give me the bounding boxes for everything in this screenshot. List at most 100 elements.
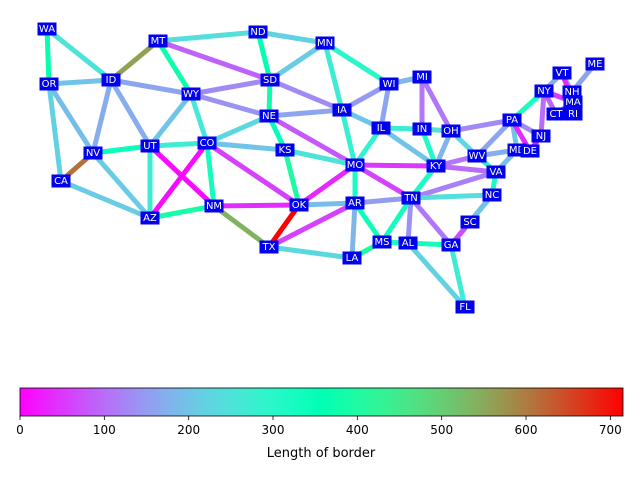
- edge-KS-OK: [282, 149, 302, 206]
- node-box: [379, 77, 399, 91]
- node-box: [412, 122, 432, 136]
- node-label: SD: [263, 75, 277, 86]
- edge-NM-OK: [213, 202, 300, 209]
- node-box: [563, 107, 583, 121]
- node-label: OK: [292, 200, 307, 211]
- node-box: [148, 34, 168, 48]
- node-box: [372, 235, 392, 249]
- node-label: KY: [430, 161, 443, 172]
- node-box: [204, 199, 224, 213]
- edge-TN-GA: [409, 196, 453, 247]
- node-label: DE: [523, 146, 537, 157]
- node-box: [546, 107, 566, 121]
- edge-ID-NV: [90, 79, 114, 154]
- node-label: MS: [375, 237, 390, 248]
- node-GA: GA: [441, 238, 461, 252]
- edge-MO-KY: [354, 162, 437, 169]
- node-label: VT: [556, 68, 570, 79]
- node-label: GA: [444, 240, 459, 251]
- node-box: [398, 236, 418, 250]
- edge-ID-WY: [110, 77, 192, 97]
- node-label: NM: [206, 201, 222, 212]
- colorbar-label: Length of border: [267, 446, 376, 461]
- node-DE: DE: [520, 144, 540, 158]
- node-label: AZ: [143, 213, 157, 224]
- node-box: [426, 159, 446, 173]
- node-box: [315, 36, 335, 50]
- node-VT: VT: [552, 66, 572, 80]
- colorbar-ticks: 0 100 200 300 400 500 600 700: [16, 416, 622, 437]
- colorbar-gradient: [19, 387, 624, 417]
- colorbar-tick-label: 700: [599, 423, 622, 437]
- node-label: MD: [509, 145, 526, 156]
- node-label: WI: [383, 79, 396, 90]
- colorbar: 0 100 200 300 400 500 600 700 Length of border: [16, 387, 624, 461]
- node-LA: LA: [342, 251, 362, 265]
- node-label: NY: [537, 86, 551, 97]
- node-NE: NE: [259, 109, 279, 123]
- edge-ND-MN: [257, 29, 326, 46]
- node-box: [345, 158, 365, 172]
- node-UT: UT: [140, 139, 160, 153]
- node-label: NE: [262, 111, 276, 122]
- edge-KS-MO: [284, 147, 356, 168]
- node-label: RI: [568, 109, 578, 120]
- node-CT: CT: [546, 107, 566, 121]
- edge-AL-FL: [406, 241, 467, 309]
- node-box: [502, 113, 522, 127]
- edge-OK-MO: [297, 162, 357, 208]
- node-label: LA: [346, 253, 359, 264]
- edge-KY-VA: [435, 163, 497, 175]
- node-OR: OR: [39, 77, 59, 91]
- node-box: [259, 109, 279, 123]
- node-box: [534, 84, 554, 98]
- colorbar-tick-label: 300: [262, 423, 285, 437]
- node-RI: RI: [563, 107, 583, 121]
- node-KY: KY: [426, 159, 446, 173]
- node-NY: NY: [534, 84, 554, 98]
- node-label: UT: [143, 141, 157, 152]
- node-label: IA: [337, 105, 347, 116]
- node-ID: ID: [101, 73, 121, 87]
- edge-CO-OK: [205, 140, 301, 208]
- node-box: [342, 251, 362, 265]
- edge-WA-OR: [44, 28, 52, 85]
- node-label: MO: [347, 160, 364, 171]
- node-box: [260, 73, 280, 87]
- node-label: MT: [151, 36, 167, 47]
- node-SD: SD: [260, 73, 280, 87]
- edge-CO-NM: [204, 142, 217, 207]
- node-MA: MA: [563, 95, 583, 109]
- edge-MN-WI: [323, 40, 391, 87]
- node-label: OR: [42, 79, 57, 90]
- node-box: [140, 211, 160, 225]
- node-box: [371, 121, 391, 135]
- node-KS: KS: [275, 143, 295, 157]
- node-label: TX: [262, 242, 276, 253]
- node-label: PA: [506, 115, 518, 126]
- node-label: MN: [317, 38, 333, 49]
- node-box: [460, 215, 480, 229]
- node-label: AL: [402, 238, 415, 249]
- node-label: MA: [565, 97, 581, 108]
- edge-NJ-NY: [538, 90, 547, 137]
- node-box: [467, 149, 487, 163]
- node-label: NC: [485, 190, 499, 201]
- node-MT: MT: [148, 34, 168, 48]
- node-box: [562, 85, 582, 99]
- colorbar-tick-label: 0: [16, 423, 24, 437]
- node-box: [552, 66, 572, 80]
- node-MO: MO: [345, 158, 365, 172]
- node-label: TN: [403, 193, 418, 204]
- node-OH: OH: [441, 124, 461, 138]
- colorbar-tick-label: 100: [93, 423, 116, 437]
- edge-WY-SD: [190, 77, 271, 97]
- edge-WY-UT: [148, 92, 193, 148]
- node-CO: CO: [197, 136, 217, 150]
- edge-WI-IL: [378, 83, 392, 129]
- edge-IA-MO: [339, 109, 358, 166]
- edge-WY-CO: [188, 93, 210, 144]
- colorbar-tick-label: 600: [515, 423, 538, 437]
- edge-TN-AL: [405, 197, 414, 244]
- node-label: MI: [416, 72, 428, 83]
